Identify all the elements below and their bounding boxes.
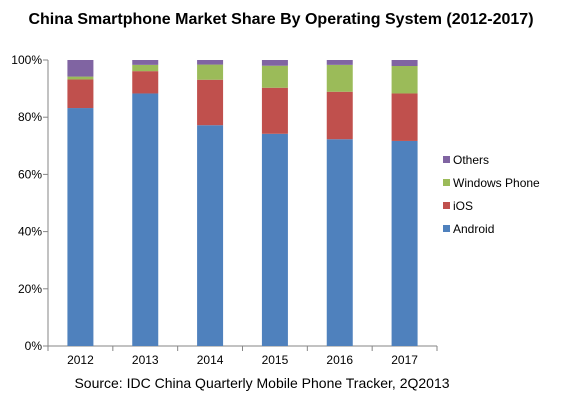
bar-segment-android — [197, 125, 224, 346]
bar-segment-others — [391, 60, 418, 67]
bar-segment-android — [132, 93, 159, 346]
x-tick-label: 2014 — [197, 353, 224, 367]
legend-swatch — [443, 156, 450, 163]
chart-title: China Smartphone Market Share By Operati… — [28, 11, 533, 28]
bar-segment-windows-phone — [132, 64, 159, 72]
bar-segment-others — [326, 60, 353, 65]
bar-segment-windows-phone — [326, 64, 353, 92]
x-tick-label: 2012 — [67, 353, 94, 367]
legend-label: iOS — [453, 199, 473, 213]
y-tick-label: 60% — [18, 167, 42, 181]
bar-segment-android — [261, 133, 288, 346]
y-tick-label: 0% — [25, 339, 43, 353]
bar-segment-windows-phone — [67, 76, 94, 80]
legend-label: Others — [453, 153, 489, 167]
bar-segment-windows-phone — [261, 65, 288, 88]
legend-swatch — [443, 225, 450, 232]
x-tick-label: 2013 — [132, 353, 159, 367]
x-tick-label: 2015 — [262, 353, 289, 367]
legend: Others Windows Phone iOS Android — [443, 153, 540, 236]
bar-segment-ios — [326, 91, 353, 140]
y-tick-label: 80% — [18, 110, 42, 124]
bar-segment-others — [197, 60, 224, 65]
bar-segment-ios — [261, 87, 288, 134]
x-ticks: 2012 2013 2014 2015 2016 2017 — [47, 346, 438, 367]
bar-segment-ios — [132, 71, 159, 94]
bar-segment-ios — [197, 79, 224, 126]
legend-label: Android — [453, 222, 494, 236]
y-tick-label: 100% — [11, 53, 42, 67]
bar-segment-android — [391, 140, 418, 346]
y-ticks: 0% 20% 40% 60% 80% 100% — [11, 53, 48, 353]
bar-segment-android — [67, 108, 94, 346]
x-tick-label: 2016 — [326, 353, 353, 367]
bar-segment-ios — [391, 93, 418, 141]
bar-segment-ios — [67, 79, 94, 109]
bar-segment-windows-phone — [197, 64, 224, 80]
y-tick-label: 40% — [18, 225, 42, 239]
legend-swatch — [443, 202, 450, 209]
bar-segment-others — [132, 60, 159, 65]
bar-segment-android — [326, 139, 353, 346]
bar-segment-windows-phone — [391, 66, 418, 94]
bar-segment-others — [261, 60, 288, 66]
bars — [67, 60, 418, 346]
source-note: Source: IDC China Quarterly Mobile Phone… — [74, 375, 449, 391]
axes — [47, 60, 437, 347]
legend-label: Windows Phone — [453, 176, 540, 190]
legend-swatch — [443, 179, 450, 186]
x-tick-label: 2017 — [391, 353, 418, 367]
bar-segment-others — [67, 60, 94, 77]
y-tick-label: 20% — [18, 282, 42, 296]
